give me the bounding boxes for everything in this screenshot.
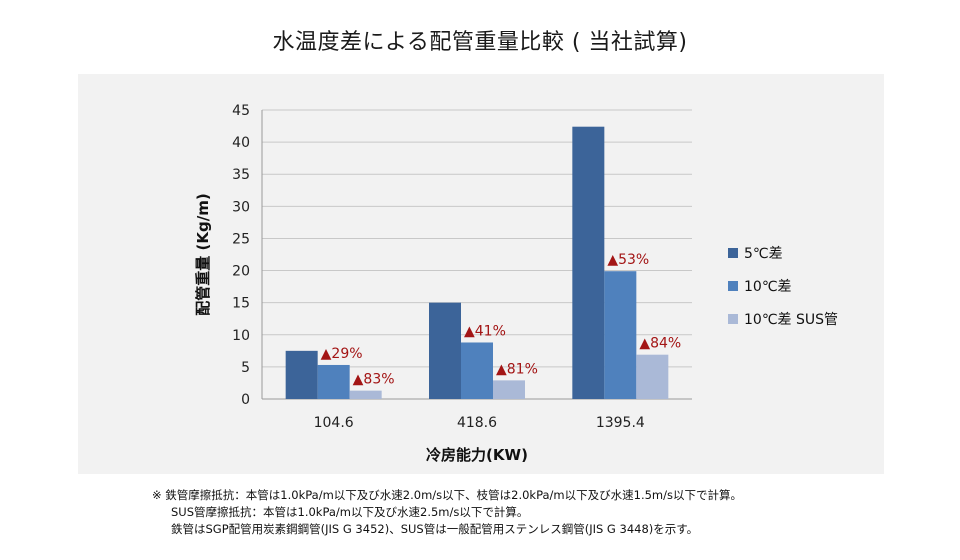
legend-label-1: 10℃差 <box>744 279 792 295</box>
x-axis-title: 冷房能力(KW) <box>426 446 528 464</box>
y-tick-label: 0 <box>241 392 250 408</box>
annotation-label: ▲41% <box>464 323 506 339</box>
chart-area: 0 5 10 15 20 25 30 35 40 45 104.6 418.6 1395.4 ▲29% ▲8… <box>78 74 884 474</box>
y-tick-label: 30 <box>232 199 250 215</box>
y-tick-label: 25 <box>232 231 250 247</box>
bar-0-1 <box>317 364 350 399</box>
annotation-label: ▲84% <box>639 336 681 352</box>
bar-chart: 0 5 10 15 20 25 30 35 40 45 104.6 418.6 1395.4 ▲29% ▲8… <box>194 103 838 464</box>
annotation-label: ▲29% <box>321 346 363 362</box>
bar-2-1 <box>604 271 637 399</box>
annotation-label: ▲83% <box>353 372 395 388</box>
bar-1-2 <box>493 380 525 399</box>
footnotes: ※ 鉄管摩擦抵抗：本管は1.0kPa/m以下及び水速2.0m/s以下、枝管は2.… <box>152 487 942 538</box>
y-tick-label: 5 <box>241 360 250 376</box>
bar-2-0 <box>572 126 605 399</box>
legend-swatch-0 <box>728 248 738 258</box>
bar-1-1 <box>461 342 493 399</box>
y-tick-label: 45 <box>232 103 250 119</box>
bar-2-2 <box>636 354 669 399</box>
slide-title: 水温度差による配管重量比較 ( 当社試算) <box>272 30 688 55</box>
x-tick-label: 1395.4 <box>596 415 645 431</box>
bar-0-2 <box>349 390 382 399</box>
y-axis-title: 配管重量 (Kg/m) <box>194 193 212 315</box>
footnote-3: 鉄管はSGP配管用炭素鋼鋼管(JIS G 3452)、SUS管は一般配管用ステン… <box>171 522 699 536</box>
legend-swatch-2 <box>728 314 738 324</box>
y-tick-label: 40 <box>232 135 250 151</box>
bar-1-0 <box>429 302 461 399</box>
bar-0-0 <box>285 350 318 399</box>
y-tick-label: 35 <box>232 167 250 183</box>
y-tick-label: 10 <box>232 328 250 344</box>
legend-swatch-1 <box>728 281 738 291</box>
footnote-1: ※ 鉄管摩擦抵抗：本管は1.0kPa/m以下及び水速2.0m/s以下、枝管は2.… <box>152 488 742 502</box>
x-tick-label: 418.6 <box>457 415 497 431</box>
annotation-label: ▲81% <box>496 361 538 377</box>
annotation-label: ▲53% <box>607 252 649 268</box>
legend-label-0: 5℃差 <box>744 246 783 262</box>
y-tick-label: 15 <box>232 296 250 312</box>
y-tick-label: 20 <box>232 264 250 280</box>
legend-label-2: 10℃差 SUS管 <box>744 312 838 328</box>
x-tick-label: 104.6 <box>314 415 354 431</box>
footnote-2: SUS管摩擦抵抗：本管は1.0kPa/m以下及び水速2.5m/s以下で計算。 <box>171 505 529 519</box>
